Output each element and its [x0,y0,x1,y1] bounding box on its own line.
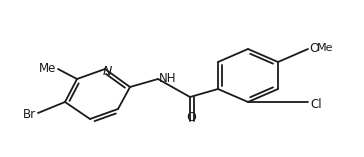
Text: N: N [102,65,112,78]
Text: Me: Me [39,62,56,75]
Text: O: O [309,41,319,54]
Text: O: O [186,111,196,124]
Text: Cl: Cl [310,97,322,111]
Text: Br: Br [23,108,36,121]
Text: Me: Me [317,43,333,53]
Text: NH: NH [159,71,177,84]
